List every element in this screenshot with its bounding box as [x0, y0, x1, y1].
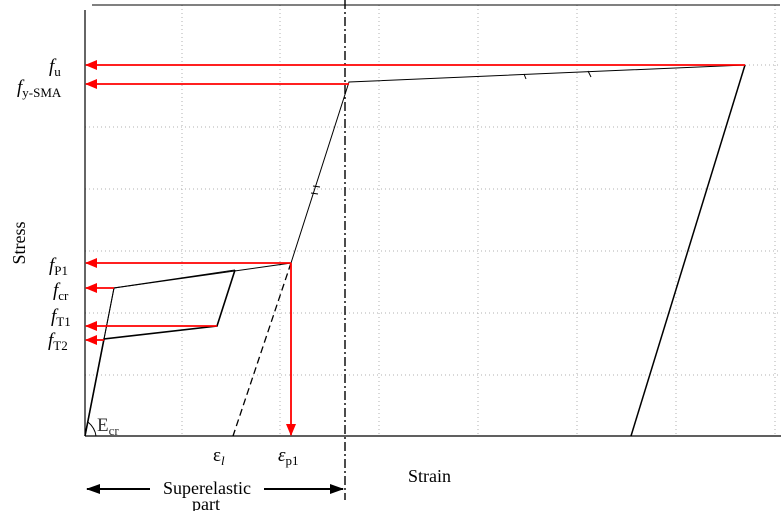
label-fcr-sub: cr	[58, 288, 69, 303]
tick-mark-3	[523, 73, 527, 80]
tick-mark-1	[310, 192, 319, 195]
label-fp1-main: f	[49, 255, 57, 276]
label-fcr-main: f	[53, 280, 61, 301]
label-fu: fu	[49, 56, 61, 79]
label-ft1: fT1	[51, 306, 71, 329]
tick-mark-2	[312, 185, 321, 188]
tick-mark-4	[587, 70, 592, 78]
label-eps-p1-main: ε	[278, 445, 286, 466]
label-ft2: fT2	[48, 330, 68, 353]
label-e-cr: Ecr	[97, 415, 119, 438]
label-fp1: fP1	[49, 255, 68, 278]
label-eps-p1-sub: p1	[286, 453, 299, 468]
label-fy-sma-sub: y-SMA	[22, 85, 62, 100]
label-ft2-main: f	[48, 330, 56, 351]
label-fp1-sub: P1	[54, 263, 68, 278]
elastic-unloading-dashed	[232, 262, 292, 437]
label-eps-l-main: ε	[213, 445, 221, 466]
label-fy-sma-main: f	[17, 77, 25, 98]
loading-curve	[84, 269, 236, 437]
modulus-arc	[87, 421, 97, 437]
final-unloading-line	[630, 64, 746, 437]
grid	[85, 5, 780, 436]
label-fcr: fcr	[53, 280, 69, 303]
label-eps-p1: εp1	[278, 445, 299, 468]
label-fu-main: f	[49, 56, 57, 77]
label-ft2-sub: T2	[53, 338, 67, 353]
label-fu-sub: u	[54, 64, 61, 79]
label-e-cr-main: E	[97, 415, 109, 436]
superelastic-unloading-curve	[84, 269, 236, 437]
axes	[84, 0, 781, 500]
label-eps-l: εl	[213, 445, 225, 468]
y-axis-title: Stress	[9, 221, 29, 264]
x-axis-title: Strain	[408, 466, 451, 486]
label-ft1-main: f	[51, 306, 59, 327]
label-eps-l-sub: l	[221, 453, 225, 468]
level-arrows	[85, 60, 745, 436]
label-fy-sma: fy-SMA	[17, 77, 62, 100]
label-e-cr-sub: cr	[109, 423, 120, 438]
superelastic-label-backdrop	[150, 478, 264, 500]
superelastic-label-line1: Superelastic	[163, 478, 251, 498]
superelastic-label-line2: part	[192, 494, 220, 511]
label-ft1-sub: T1	[56, 314, 70, 329]
